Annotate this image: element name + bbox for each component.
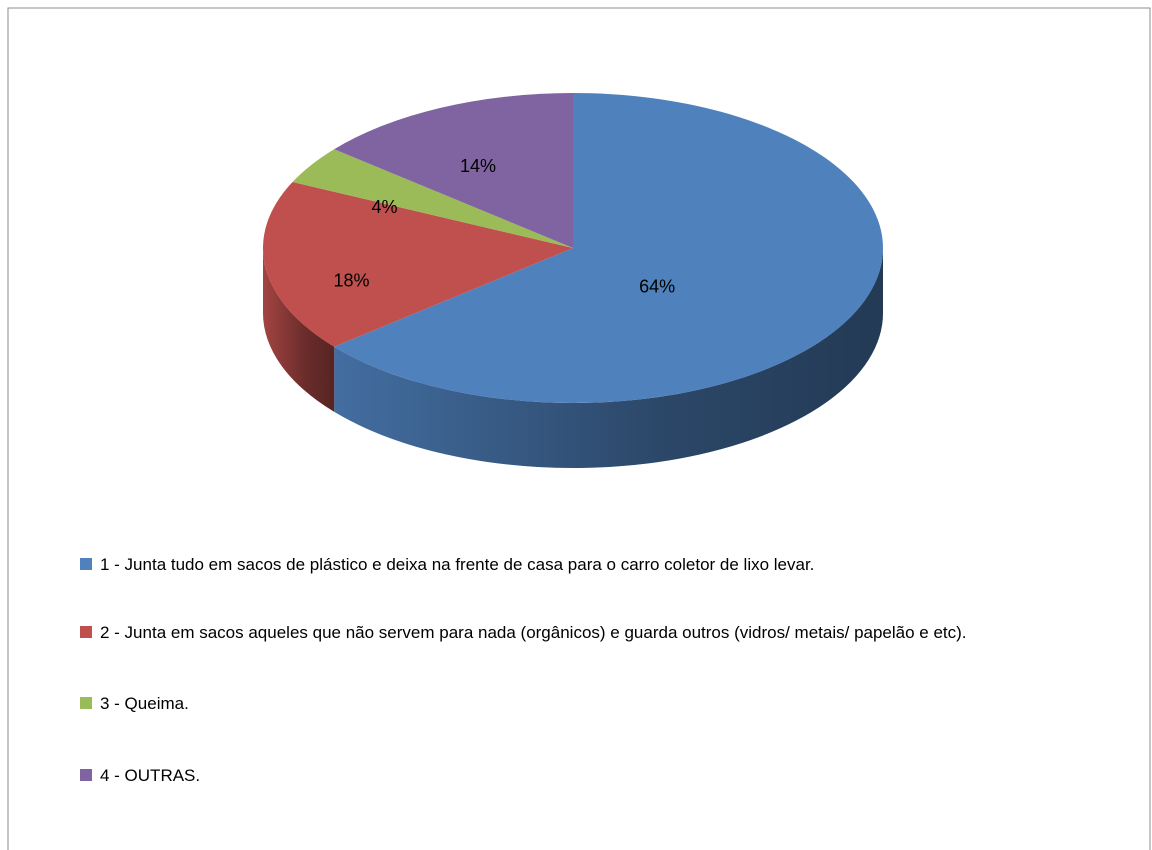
data-label: 14% (460, 156, 496, 176)
slice-side-shade (263, 248, 335, 412)
legend-label: 1 - Junta tudo em sacos de plástico e de… (100, 555, 815, 574)
slice-side-shade (334, 248, 884, 468)
legend-swatch (80, 558, 92, 570)
chart-frame (7, 7, 1151, 850)
legend-label: 4 - OUTRAS. (100, 766, 201, 785)
slice (292, 149, 573, 248)
legend-entry: 2 - Junta em sacos aqueles que não serve… (80, 620, 1120, 646)
legend-label: 2 - Junta em sacos aqueles que não serve… (100, 623, 967, 642)
legend-swatch (80, 697, 92, 709)
legend-label: 3 - Queima. (100, 694, 189, 713)
data-label: 18% (334, 271, 370, 291)
legend-entry: 4 - OUTRAS. (80, 763, 1120, 789)
legend-swatch (80, 626, 92, 638)
legend-entry: 3 - Queima. (80, 691, 1120, 717)
slice (334, 93, 884, 403)
slice (334, 93, 573, 248)
legend-swatch (80, 769, 92, 781)
data-label: 64% (639, 277, 675, 297)
data-label: 4% (372, 197, 398, 217)
legend-entry: 1 - Junta tudo em sacos de plástico e de… (80, 552, 1120, 578)
slice (262, 182, 573, 347)
